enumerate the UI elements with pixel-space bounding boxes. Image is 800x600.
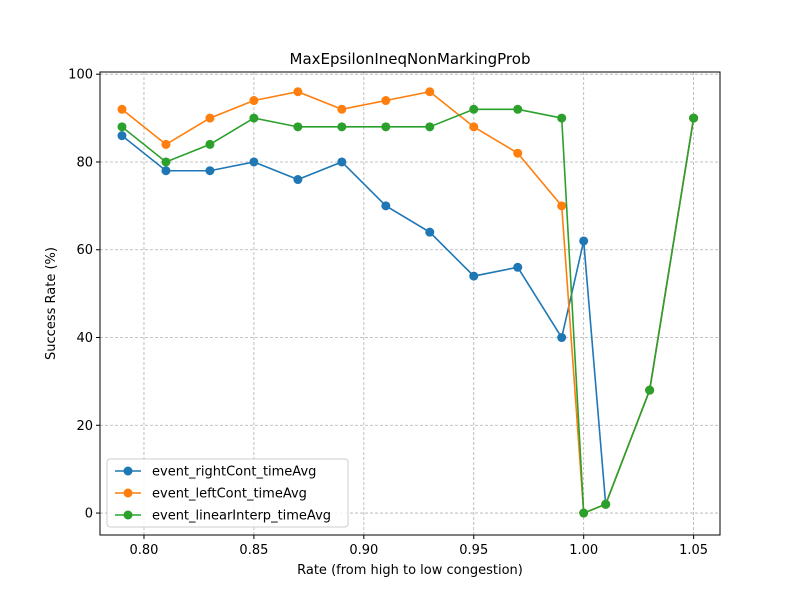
data-point bbox=[117, 104, 127, 114]
data-point bbox=[293, 175, 303, 185]
data-point bbox=[601, 499, 611, 509]
data-point bbox=[117, 122, 127, 132]
data-point bbox=[513, 262, 523, 272]
data-point bbox=[425, 87, 435, 97]
data-point bbox=[293, 87, 303, 97]
x-tick-label: 0.95 bbox=[459, 543, 488, 558]
data-point bbox=[557, 113, 567, 123]
series-event_leftCont_timeAvg bbox=[117, 87, 699, 518]
data-point bbox=[469, 104, 479, 114]
x-tick-label: 0.80 bbox=[129, 543, 158, 558]
data-point bbox=[161, 166, 171, 176]
data-point bbox=[337, 122, 347, 132]
y-tick-label: 20 bbox=[76, 419, 93, 434]
data-point bbox=[513, 148, 523, 158]
y-tick-label: 100 bbox=[68, 68, 93, 83]
legend-marker bbox=[123, 466, 133, 476]
data-point bbox=[337, 157, 347, 167]
legend-item: event_leftCont_timeAvg bbox=[115, 487, 307, 502]
x-axis: 0.80 0.85 0.90 0.95 1.00 1.05 bbox=[129, 535, 708, 558]
data-point bbox=[579, 236, 589, 246]
x-tick-label: 1.05 bbox=[679, 543, 708, 558]
y-axis-label: Success Rate (%) bbox=[44, 247, 59, 360]
x-tick-label: 0.90 bbox=[349, 543, 378, 558]
data-point bbox=[425, 122, 435, 132]
data-point bbox=[205, 139, 215, 149]
data-point bbox=[469, 271, 479, 281]
data-point bbox=[425, 227, 435, 237]
plot-frame bbox=[99, 71, 721, 536]
y-tick-label: 40 bbox=[76, 331, 93, 346]
data-point bbox=[249, 96, 259, 106]
data-point bbox=[381, 96, 391, 106]
data-point bbox=[205, 113, 215, 123]
legend: event_rightCont_timeAvg event_leftCont_ti… bbox=[106, 458, 349, 528]
data-point bbox=[249, 113, 259, 123]
data-point bbox=[557, 333, 567, 343]
data-point bbox=[337, 104, 347, 114]
series-line bbox=[121, 117, 695, 505]
data-point bbox=[381, 122, 391, 132]
legend-box bbox=[106, 458, 349, 528]
data-point bbox=[579, 508, 589, 518]
legend-item: event_rightCont_timeAvg bbox=[115, 465, 316, 480]
data-point bbox=[293, 122, 303, 132]
legend-marker bbox=[123, 510, 133, 520]
data-point bbox=[249, 157, 259, 167]
series-layer bbox=[117, 87, 699, 518]
data-point bbox=[117, 131, 127, 141]
data-point bbox=[513, 104, 523, 114]
legend-marker bbox=[123, 488, 133, 498]
series-line bbox=[121, 90, 695, 515]
legend-label: event_leftCont_timeAvg bbox=[152, 487, 307, 502]
series-event_linearInterp_timeAvg bbox=[117, 104, 699, 518]
x-tick-label: 1.00 bbox=[569, 543, 598, 558]
y-tick-label: 80 bbox=[76, 155, 93, 170]
y-axis: 0 20 40 60 80 100 bbox=[68, 68, 100, 522]
data-point bbox=[469, 122, 479, 132]
data-point bbox=[161, 157, 171, 167]
chart-title: MaxEpsilonIneqNonMarkingProb bbox=[290, 50, 531, 68]
data-point bbox=[689, 113, 699, 123]
series-event_rightCont_timeAvg bbox=[117, 113, 699, 509]
x-axis-label: Rate (from high to low congestion) bbox=[297, 563, 523, 578]
y-tick-label: 0 bbox=[85, 507, 93, 522]
legend-label: event_rightCont_timeAvg bbox=[152, 465, 316, 480]
data-point bbox=[205, 166, 215, 176]
data-point bbox=[161, 139, 171, 149]
x-tick-label: 0.85 bbox=[239, 543, 268, 558]
legend-label: event_linearInterp_timeAvg bbox=[152, 509, 331, 524]
legend-item: event_linearInterp_timeAvg bbox=[115, 509, 331, 524]
data-point bbox=[381, 201, 391, 211]
grid-lines bbox=[100, 72, 720, 535]
data-point bbox=[645, 385, 655, 395]
data-point bbox=[557, 201, 567, 211]
y-tick-label: 60 bbox=[76, 243, 93, 258]
